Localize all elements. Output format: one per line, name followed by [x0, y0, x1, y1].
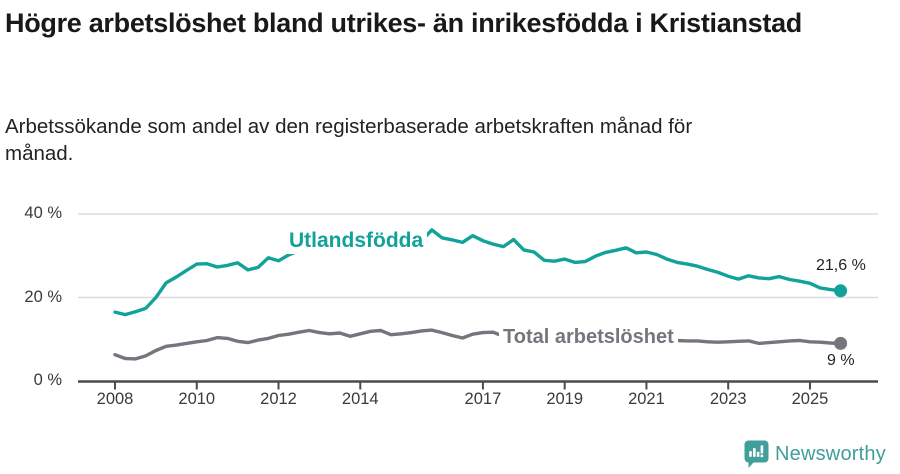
x-tick-label: 2008 — [96, 390, 134, 408]
newsworthy-logo[interactable]: Newsworthy — [744, 440, 886, 469]
utlandsfodda-line — [113, 228, 843, 317]
series-label-utlandsfodda: Utlandsfödda — [285, 227, 428, 255]
x-tick-label: 2012 — [260, 390, 297, 408]
x-tick-label: 2019 — [546, 390, 584, 408]
x-tick-label: 2021 — [628, 390, 665, 408]
total-arbetsloshet-line — [113, 328, 843, 361]
bar-chart-speech-bubble-icon — [744, 440, 769, 468]
x-tick-label: 2010 — [178, 390, 216, 408]
x-tick-label: 2023 — [709, 390, 747, 408]
page-title: Högre arbetslöshet bland utrikes- än inr… — [5, 8, 802, 38]
x-tick-label: 2014 — [341, 390, 379, 408]
utlandsfodda-end-dot — [834, 284, 848, 298]
series-label-total-arbetsloshet: Total arbetslöshet — [499, 324, 678, 350]
x-tick-label: 2017 — [464, 390, 502, 408]
brand-name: Newsworthy — [775, 443, 886, 465]
y-tick-label: 40 % — [24, 204, 62, 222]
chart-subtitle: Arbetssökande som andel av den registerb… — [5, 115, 693, 165]
end-value-label-utlandsfodda: 21,6 % — [816, 257, 866, 274]
y-tick-label: 0 % — [33, 371, 62, 389]
total-arbetsloshet-end-dot — [834, 336, 848, 350]
y-tick-label: 20 % — [24, 287, 62, 306]
end-value-label-total: 9 % — [827, 352, 855, 369]
x-tick-label: 2025 — [791, 390, 829, 408]
